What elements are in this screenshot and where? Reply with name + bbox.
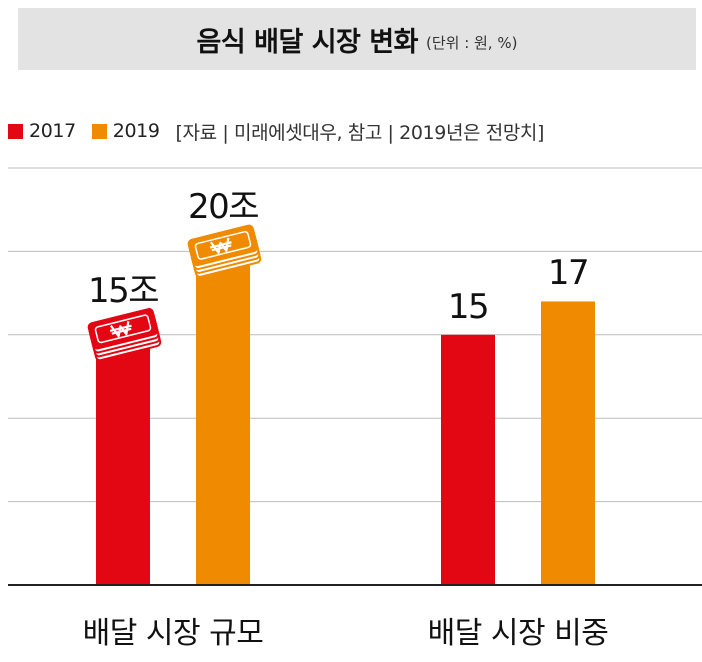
- bars: [96, 251, 595, 585]
- category-label-0: 배달 시장 규모: [82, 616, 264, 651]
- money-icons: [87, 224, 262, 362]
- won-sign: [109, 321, 132, 338]
- legend-swatch-2017: [8, 123, 23, 139]
- legend-swatch-2019: [91, 123, 107, 139]
- category-label-1: 배달 시장 비중: [427, 616, 609, 651]
- data-label-2019-0: 20조: [187, 187, 260, 228]
- bar-2017-0: [96, 334, 150, 585]
- won-sign: [209, 237, 232, 254]
- source-note: [자료 | 미래에셋대우, 참고 | 2019년은 전망치]: [175, 121, 545, 144]
- legend-label-2019: 2019: [112, 120, 160, 142]
- title-bar: 음식 배달 시장 변화 (단위 : 원, %): [18, 8, 696, 70]
- banknote-border: [194, 230, 252, 260]
- banknote-border: [94, 314, 152, 344]
- legend-label-2017: 2017: [29, 120, 76, 142]
- chart-unit: (단위 : 원, %): [425, 33, 518, 52]
- bar-2017-1: [441, 334, 495, 585]
- legend: 2017 2019 [자료 | 미래에셋대우, 참고 | 2019년은 전망치]: [8, 118, 544, 144]
- data-label-2017-1: 15: [447, 286, 490, 327]
- won-banknote-stack-icon: [87, 308, 162, 362]
- data-label-2017-0: 15조: [87, 270, 160, 311]
- data-label-2019-1: 17: [547, 253, 590, 294]
- chart-title: 음식 배달 시장 변화: [196, 26, 419, 58]
- won-banknote-stack-icon: [187, 224, 262, 278]
- bar-2019-0: [196, 251, 250, 585]
- bar-2019-1: [541, 301, 595, 585]
